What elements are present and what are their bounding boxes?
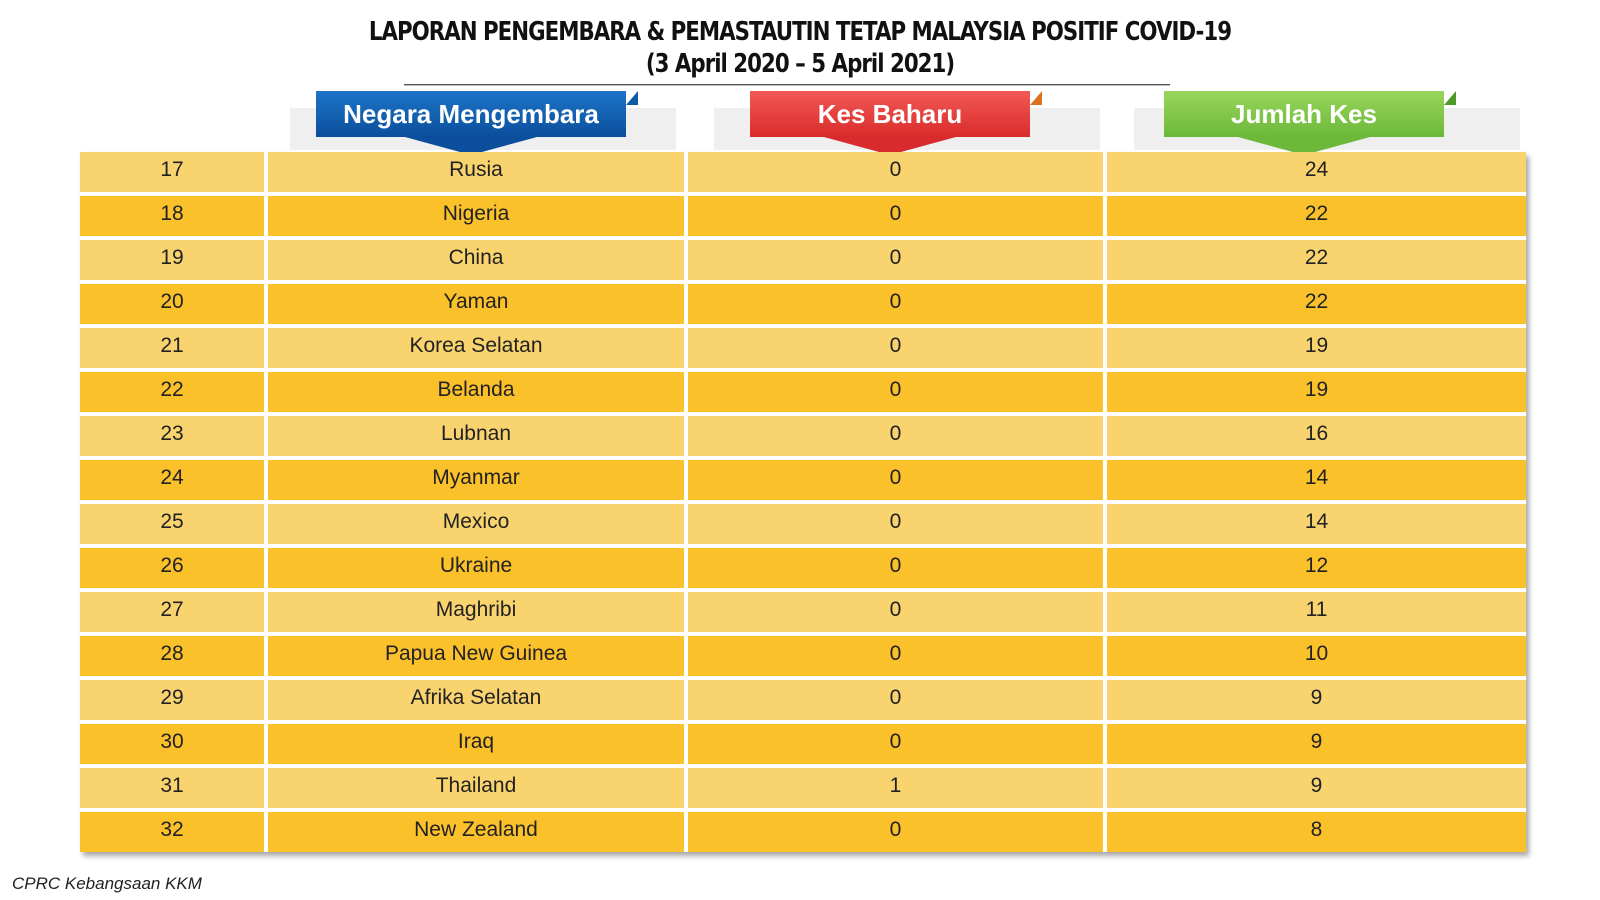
row-number-cell: 26 bbox=[80, 548, 268, 588]
table-row: 22 Belanda 0 19 bbox=[80, 372, 1526, 416]
total-cases-cell: 19 bbox=[1107, 372, 1526, 412]
new-cases-cell: 0 bbox=[688, 152, 1107, 192]
country-cell: Rusia bbox=[268, 152, 688, 192]
row-number-cell: 22 bbox=[80, 372, 268, 412]
table-row: 32 New Zealand 0 8 bbox=[80, 812, 1526, 852]
new-cases-cell: 1 bbox=[688, 768, 1107, 808]
cases-table: 17 Rusia 0 24 18 Nigeria 0 22 19 China 0 22 20 Yaman 0… bbox=[80, 152, 1526, 852]
total-cases-cell: 11 bbox=[1107, 592, 1526, 632]
table-row: 21 Korea Selatan 0 19 bbox=[80, 328, 1526, 372]
new-cases-cell: 0 bbox=[688, 680, 1107, 720]
row-number-cell: 25 bbox=[80, 504, 268, 544]
table-row: 30 Iraq 0 9 bbox=[80, 724, 1526, 768]
country-cell: Nigeria bbox=[268, 196, 688, 236]
total-cases-cell: 8 bbox=[1107, 812, 1526, 852]
country-cell: Myanmar bbox=[268, 460, 688, 500]
banner-fold-decoration bbox=[1030, 91, 1042, 105]
row-number-cell: 17 bbox=[80, 152, 268, 192]
row-number-cell: 30 bbox=[80, 724, 268, 764]
row-number-cell: 32 bbox=[80, 812, 268, 852]
row-number-cell: 28 bbox=[80, 636, 268, 676]
row-number-cell: 23 bbox=[80, 416, 268, 456]
total-cases-cell: 24 bbox=[1107, 152, 1526, 192]
header-new-cases-banner: Kes Baharu bbox=[750, 91, 1042, 155]
footer-source: CPRC Kebangsaan KKM bbox=[12, 874, 202, 893]
country-cell: Yaman bbox=[268, 284, 688, 324]
country-cell: Lubnan bbox=[268, 416, 688, 456]
new-cases-cell: 0 bbox=[688, 284, 1107, 324]
new-cases-cell: 0 bbox=[688, 548, 1107, 588]
header-new-cases-label: Kes Baharu bbox=[817, 99, 963, 129]
row-number-cell: 19 bbox=[80, 240, 268, 280]
banner-arrow-decoration bbox=[1238, 137, 1370, 155]
title-divider bbox=[404, 84, 1170, 86]
table-row: 18 Nigeria 0 22 bbox=[80, 196, 1526, 240]
table-row: 24 Myanmar 0 14 bbox=[80, 460, 1526, 504]
table-row: 20 Yaman 0 22 bbox=[80, 284, 1526, 328]
table-row: 19 China 0 22 bbox=[80, 240, 1526, 284]
table-row: 29 Afrika Selatan 0 9 bbox=[80, 680, 1526, 724]
country-cell: Maghribi bbox=[268, 592, 688, 632]
row-number-cell: 21 bbox=[80, 328, 268, 368]
table-row: 31 Thailand 1 9 bbox=[80, 768, 1526, 812]
total-cases-cell: 12 bbox=[1107, 548, 1526, 588]
row-number-cell: 20 bbox=[80, 284, 268, 324]
country-cell: Thailand bbox=[268, 768, 688, 808]
header-country-banner: Negara Mengembara bbox=[316, 91, 638, 155]
banner-arrow-decoration bbox=[824, 137, 956, 155]
row-number-cell: 18 bbox=[80, 196, 268, 236]
new-cases-cell: 0 bbox=[688, 460, 1107, 500]
new-cases-cell: 0 bbox=[688, 592, 1107, 632]
header-country-label: Negara Mengembara bbox=[343, 99, 599, 129]
new-cases-cell: 0 bbox=[688, 636, 1107, 676]
new-cases-cell: 0 bbox=[688, 504, 1107, 544]
new-cases-cell: 0 bbox=[688, 812, 1107, 852]
total-cases-cell: 9 bbox=[1107, 768, 1526, 808]
country-cell: New Zealand bbox=[268, 812, 688, 852]
row-number-cell: 27 bbox=[80, 592, 268, 632]
new-cases-cell: 0 bbox=[688, 328, 1107, 368]
header-total-cases-label: Jumlah Kes bbox=[1231, 99, 1377, 129]
country-cell: China bbox=[268, 240, 688, 280]
report-title: LAPORAN PENGEMBARA & PEMASTAUTIN TETAP M… bbox=[0, 16, 1600, 80]
table-row: 26 Ukraine 0 12 bbox=[80, 548, 1526, 592]
total-cases-cell: 14 bbox=[1107, 460, 1526, 500]
report-title-line-2: (3 April 2020 – 5 April 2021) bbox=[645, 49, 955, 79]
report-title-line-1: LAPORAN PENGEMBARA & PEMASTAUTIN TETAP M… bbox=[368, 17, 1232, 47]
banner-fold-decoration bbox=[1444, 91, 1456, 105]
total-cases-cell: 22 bbox=[1107, 240, 1526, 280]
new-cases-cell: 0 bbox=[688, 372, 1107, 412]
banner-fold-decoration bbox=[626, 91, 638, 105]
table-row: 23 Lubnan 0 16 bbox=[80, 416, 1526, 460]
header-total-cases-banner: Jumlah Kes bbox=[1164, 91, 1456, 155]
total-cases-cell: 9 bbox=[1107, 680, 1526, 720]
country-cell: Iraq bbox=[268, 724, 688, 764]
country-cell: Mexico bbox=[268, 504, 688, 544]
table-row: 28 Papua New Guinea 0 10 bbox=[80, 636, 1526, 680]
country-cell: Korea Selatan bbox=[268, 328, 688, 368]
total-cases-cell: 14 bbox=[1107, 504, 1526, 544]
country-cell: Belanda bbox=[268, 372, 688, 412]
table-row: 25 Mexico 0 14 bbox=[80, 504, 1526, 548]
total-cases-cell: 9 bbox=[1107, 724, 1526, 764]
table-row: 17 Rusia 0 24 bbox=[80, 152, 1526, 196]
country-cell: Papua New Guinea bbox=[268, 636, 688, 676]
country-cell: Afrika Selatan bbox=[268, 680, 688, 720]
new-cases-cell: 0 bbox=[688, 416, 1107, 456]
new-cases-cell: 0 bbox=[688, 196, 1107, 236]
total-cases-cell: 19 bbox=[1107, 328, 1526, 368]
table-row: 27 Maghribi 0 11 bbox=[80, 592, 1526, 636]
new-cases-cell: 0 bbox=[688, 240, 1107, 280]
banner-arrow-decoration bbox=[405, 137, 537, 155]
new-cases-cell: 0 bbox=[688, 724, 1107, 764]
country-cell: Ukraine bbox=[268, 548, 688, 588]
row-number-cell: 24 bbox=[80, 460, 268, 500]
total-cases-cell: 16 bbox=[1107, 416, 1526, 456]
total-cases-cell: 22 bbox=[1107, 284, 1526, 324]
row-number-cell: 29 bbox=[80, 680, 268, 720]
total-cases-cell: 10 bbox=[1107, 636, 1526, 676]
total-cases-cell: 22 bbox=[1107, 196, 1526, 236]
row-number-cell: 31 bbox=[80, 768, 268, 808]
